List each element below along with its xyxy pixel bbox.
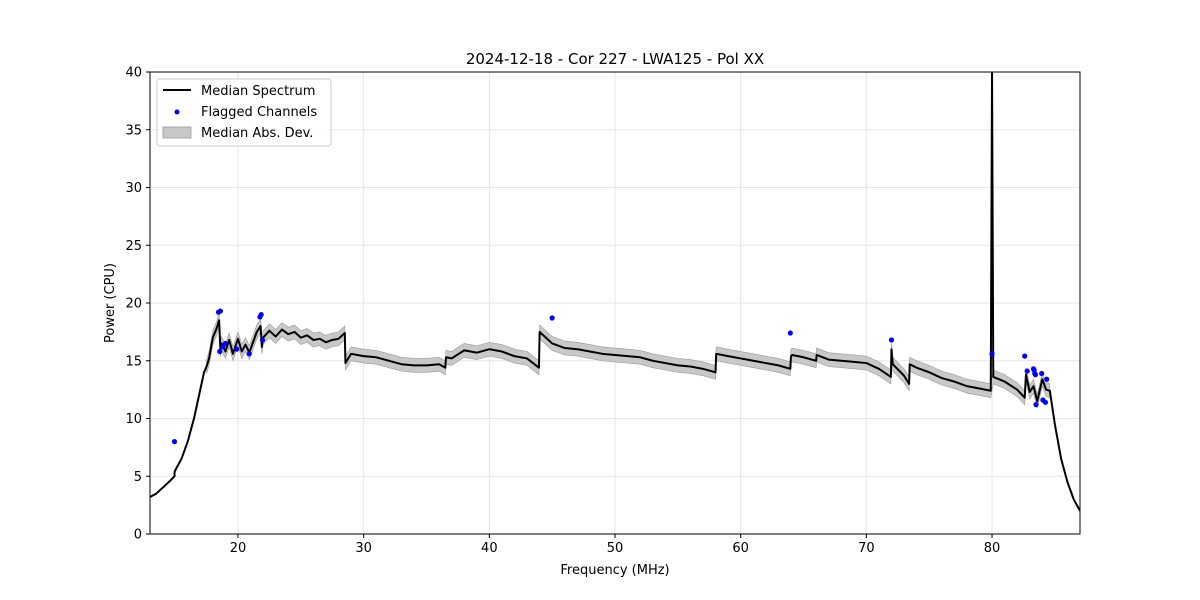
y-tick-label: 15	[125, 354, 142, 369]
y-tick-label: 25	[125, 239, 142, 254]
x-tick-label: 30	[355, 541, 372, 556]
x-tick-label: 40	[481, 541, 498, 556]
y-tick-label: 40	[125, 66, 142, 81]
x-tick-label: 20	[230, 541, 247, 556]
y-tick-label: 35	[125, 123, 142, 138]
y-tick-label: 30	[125, 181, 142, 196]
legend-frame	[156, 78, 332, 147]
legend-point-swatch	[174, 109, 180, 115]
flagged-point	[222, 340, 229, 347]
flagged-point	[1044, 376, 1050, 382]
flagged-point	[989, 351, 995, 357]
legend-band-swatch	[162, 126, 192, 139]
flagged-point	[787, 330, 793, 336]
flagged-point	[1024, 368, 1030, 374]
flagged-point	[258, 311, 264, 318]
mad-band	[206, 313, 1051, 409]
legend: Median Spectrum Flagged Channels Median …	[156, 78, 332, 147]
x-tick-label: 50	[607, 541, 624, 556]
x-tick-label: 60	[732, 541, 749, 556]
flagged-point	[549, 315, 555, 321]
flagged-point	[1039, 370, 1045, 377]
flagged-point	[1042, 399, 1049, 405]
y-tick-label: 0	[134, 528, 142, 543]
flagged-point	[246, 351, 252, 357]
flagged-point	[217, 308, 223, 314]
legend-label-median: Median Spectrum	[201, 84, 315, 99]
x-axis-label: Frequency (MHz)	[560, 563, 669, 578]
flagged-point	[1033, 402, 1039, 408]
flagged-point	[171, 439, 178, 445]
y-tick-label: 20	[125, 297, 142, 312]
flagged-point	[259, 337, 266, 343]
chart-title: 2024-12-18 - Cor 227 - LWA125 - Pol XX	[466, 50, 764, 68]
legend-label-flagged: Flagged Channels	[201, 105, 317, 120]
flagged-point	[1032, 372, 1038, 378]
flagged-point	[1022, 353, 1028, 359]
y-axis-label: Power (CPU)	[103, 263, 118, 343]
y-tick-label: 5	[134, 470, 142, 485]
x-axis: 20 30 40 50 60 70 80	[230, 534, 1001, 556]
median-spectrum-line	[150, 72, 1080, 512]
x-tick-label: 80	[984, 541, 1001, 556]
legend-label-mad: Median Abs. Dev.	[201, 126, 313, 141]
flagged-point	[888, 337, 895, 343]
flagged-channels	[171, 308, 1050, 445]
x-tick-label: 70	[858, 541, 875, 556]
y-tick-label: 10	[125, 412, 142, 427]
flagged-point	[234, 346, 240, 352]
flagged-point	[217, 348, 223, 355]
y-axis: 0 5 10 15 20 25 30 35 40	[125, 66, 150, 543]
